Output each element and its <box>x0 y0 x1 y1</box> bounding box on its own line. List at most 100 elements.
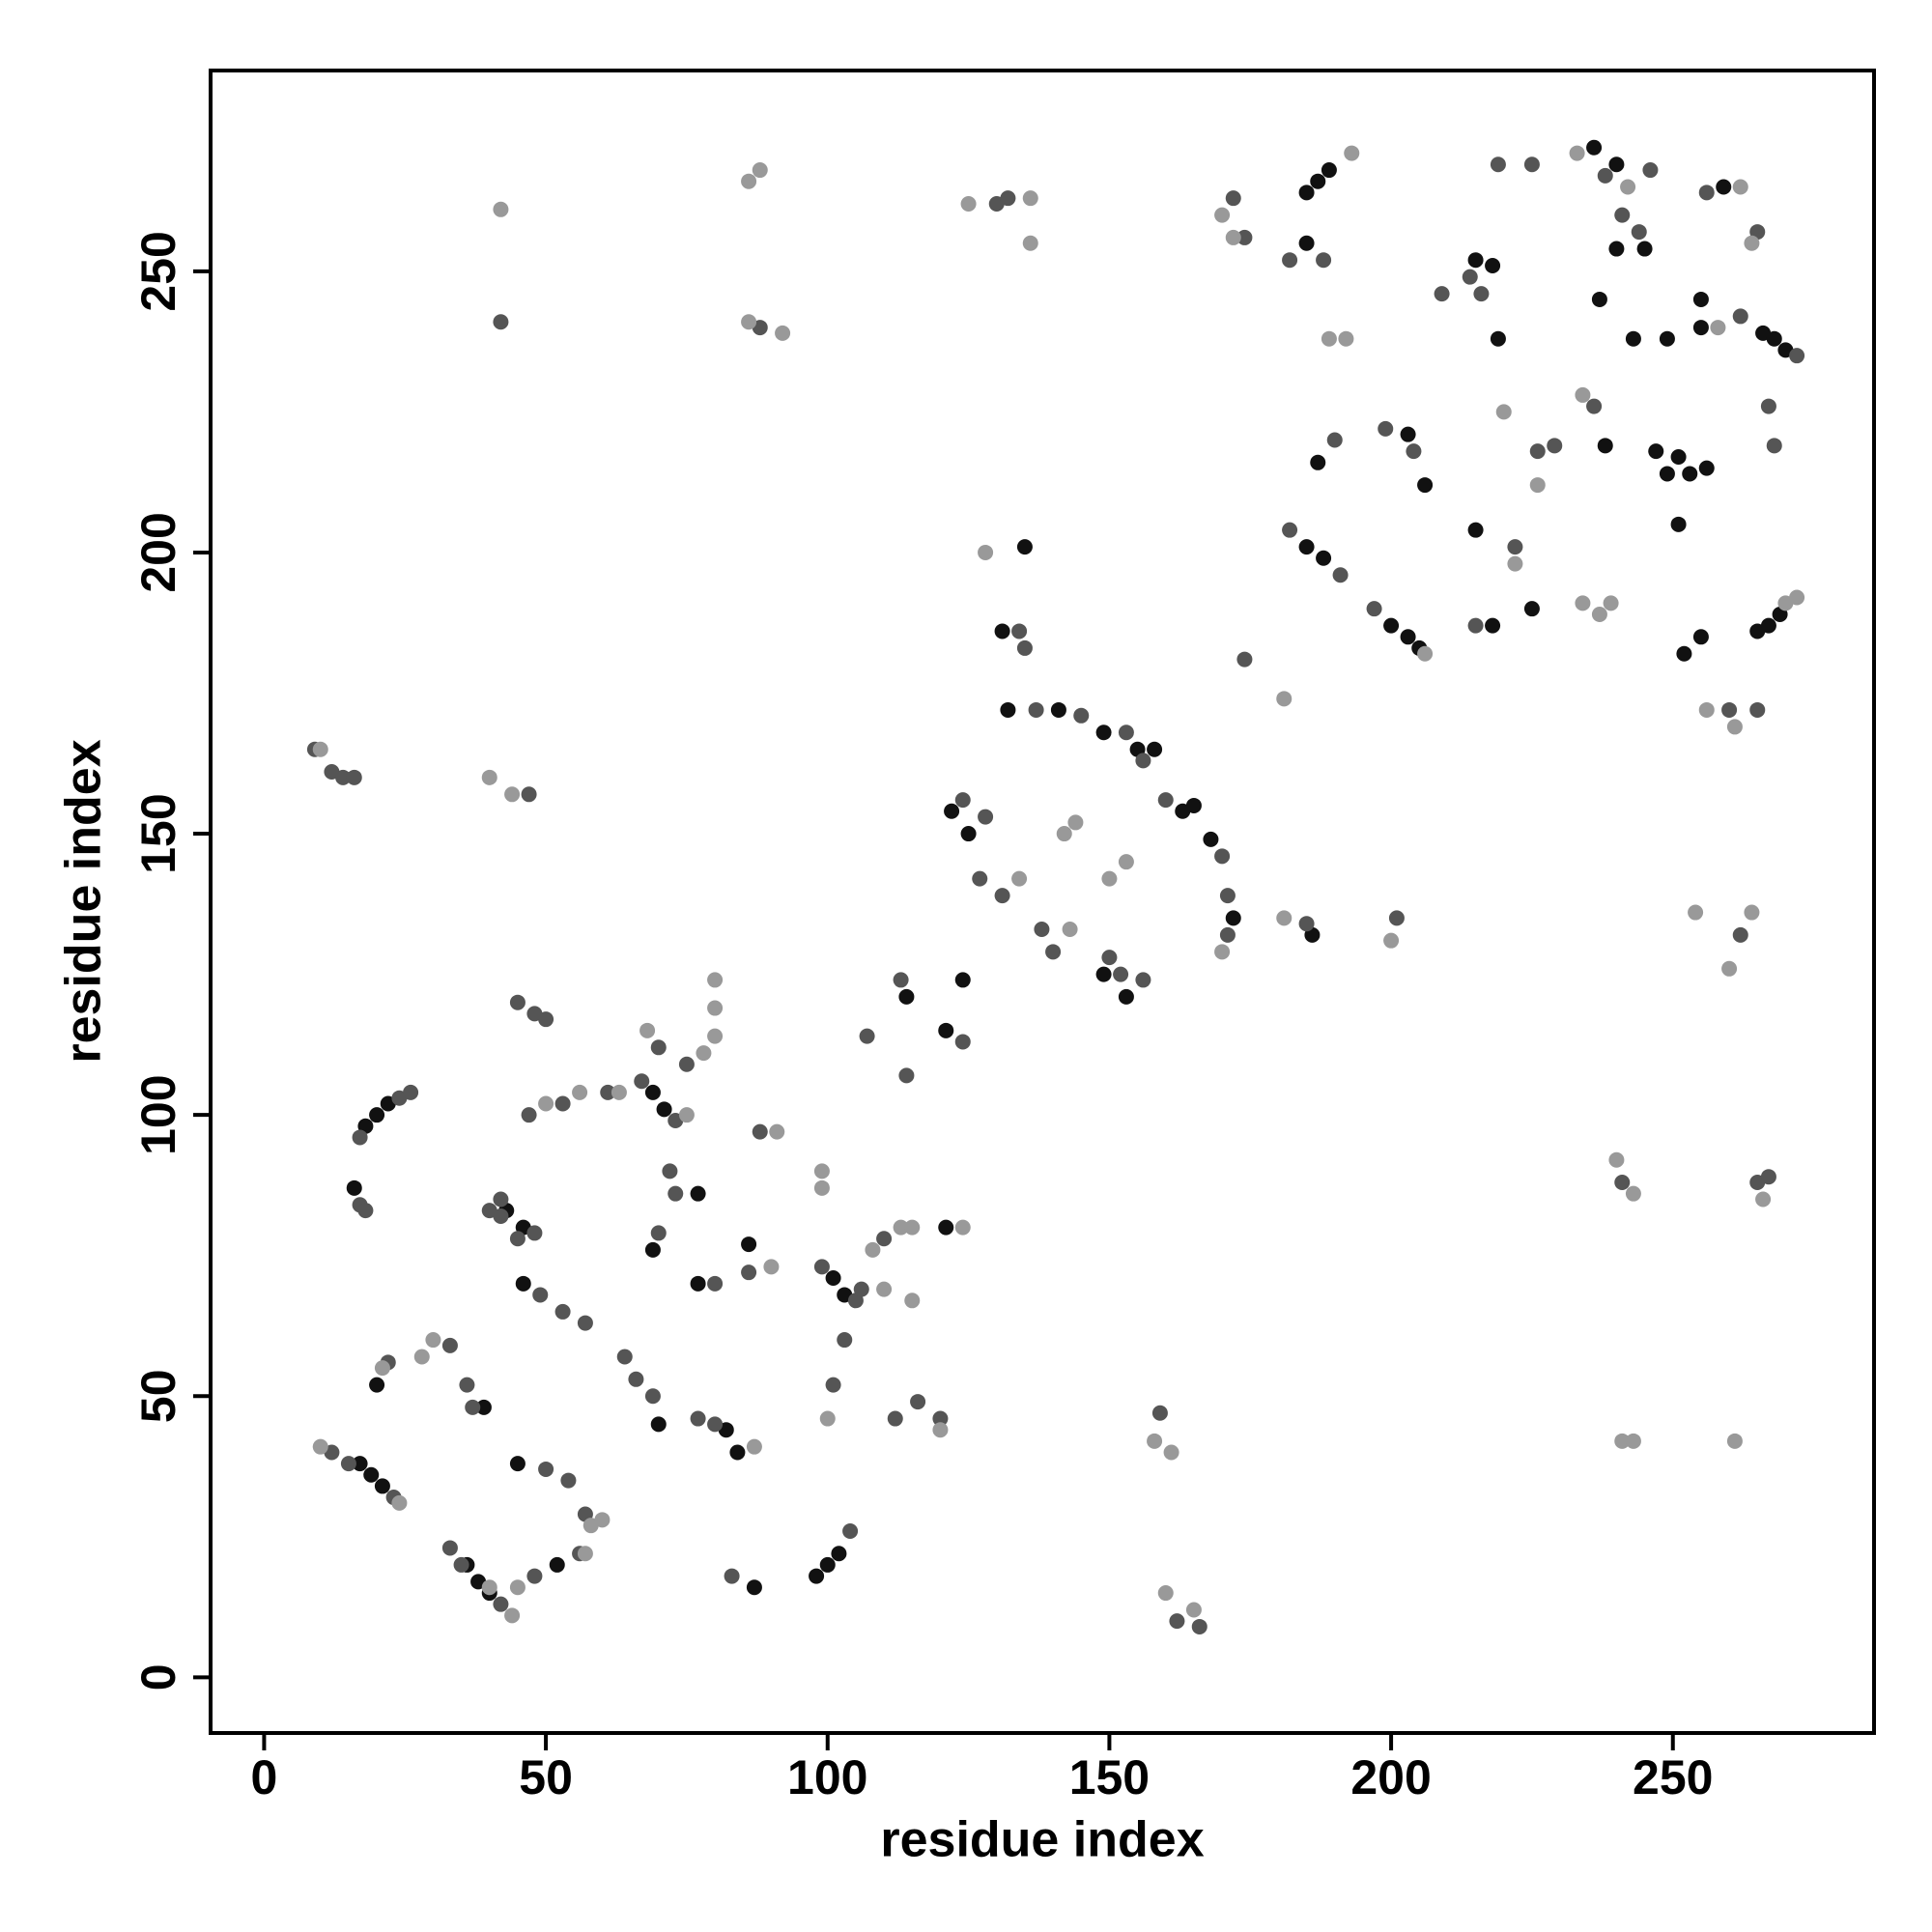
point <box>893 1219 909 1236</box>
point <box>707 1416 724 1433</box>
point <box>1118 724 1134 741</box>
point <box>644 1388 661 1405</box>
point <box>1760 617 1776 634</box>
point <box>1716 179 1732 195</box>
point <box>887 1410 903 1427</box>
point <box>1692 320 1709 336</box>
point <box>876 1231 893 1247</box>
y-tick-label: 50 <box>131 1369 185 1423</box>
point <box>616 1349 633 1365</box>
point <box>650 1225 667 1241</box>
point <box>1670 448 1687 465</box>
y-axis-title: residue index <box>56 739 112 1063</box>
point <box>668 1185 684 1202</box>
x-tick-label: 200 <box>1350 1750 1431 1804</box>
point <box>707 1028 724 1044</box>
point <box>1185 797 1202 813</box>
point <box>509 1579 526 1596</box>
point <box>1523 601 1540 617</box>
x-tick-label: 0 <box>251 1750 278 1804</box>
point <box>763 1259 780 1275</box>
point <box>1732 308 1748 325</box>
point <box>1603 595 1619 611</box>
point <box>481 769 497 785</box>
point <box>656 1101 672 1118</box>
point <box>960 195 977 212</box>
point <box>690 1275 706 1292</box>
point <box>1310 454 1326 470</box>
point <box>825 1269 841 1286</box>
point <box>611 1084 627 1100</box>
point <box>1022 235 1038 251</box>
point <box>1157 792 1174 809</box>
point <box>1135 972 1151 988</box>
point <box>707 972 724 988</box>
point <box>1529 443 1546 460</box>
point <box>481 1579 497 1596</box>
point <box>1575 595 1591 611</box>
point <box>312 741 328 757</box>
point <box>577 1546 593 1562</box>
point <box>1789 589 1805 606</box>
point <box>978 809 994 825</box>
point <box>504 1607 521 1624</box>
point <box>493 1191 509 1208</box>
point <box>1569 145 1585 161</box>
point <box>1726 1433 1743 1449</box>
point <box>819 1410 836 1427</box>
point <box>1045 944 1062 960</box>
point <box>1101 950 1118 966</box>
point <box>1276 910 1293 926</box>
point <box>1135 753 1151 769</box>
point <box>1400 426 1416 442</box>
point <box>459 1377 475 1393</box>
point <box>1642 162 1659 179</box>
point <box>938 1022 954 1038</box>
point <box>526 1568 543 1584</box>
point <box>932 1410 949 1427</box>
point <box>1298 539 1315 555</box>
point <box>1766 330 1782 347</box>
point <box>1523 156 1540 173</box>
point <box>1473 286 1490 302</box>
point <box>954 792 971 809</box>
point <box>509 994 526 1010</box>
point <box>1766 438 1782 454</box>
point <box>944 803 960 819</box>
point <box>960 826 977 842</box>
point <box>1692 629 1709 645</box>
point <box>1608 1151 1625 1168</box>
point <box>521 1107 537 1123</box>
point <box>493 314 509 330</box>
point <box>1378 420 1394 437</box>
point <box>1388 910 1405 926</box>
point <box>521 786 537 803</box>
point <box>1095 724 1112 741</box>
point <box>994 888 1010 904</box>
point <box>1316 252 1332 269</box>
point <box>954 1034 971 1050</box>
point <box>678 1107 695 1123</box>
point <box>1467 617 1484 634</box>
point <box>1225 910 1241 926</box>
point <box>1507 539 1523 555</box>
point <box>526 1225 543 1241</box>
point <box>1225 229 1241 245</box>
point <box>690 1410 706 1427</box>
point <box>1028 701 1044 718</box>
point <box>1434 286 1450 302</box>
point <box>1670 516 1687 532</box>
point <box>932 1422 949 1438</box>
point <box>1636 241 1653 257</box>
y-tick-label: 0 <box>131 1663 185 1690</box>
point <box>1344 145 1360 161</box>
point <box>1760 1169 1776 1185</box>
point <box>1113 966 1129 982</box>
plot-frame <box>209 69 1876 1735</box>
point <box>1298 235 1315 251</box>
point <box>1310 173 1326 189</box>
point <box>1157 1585 1174 1602</box>
point <box>1118 854 1134 870</box>
point <box>1214 848 1231 865</box>
